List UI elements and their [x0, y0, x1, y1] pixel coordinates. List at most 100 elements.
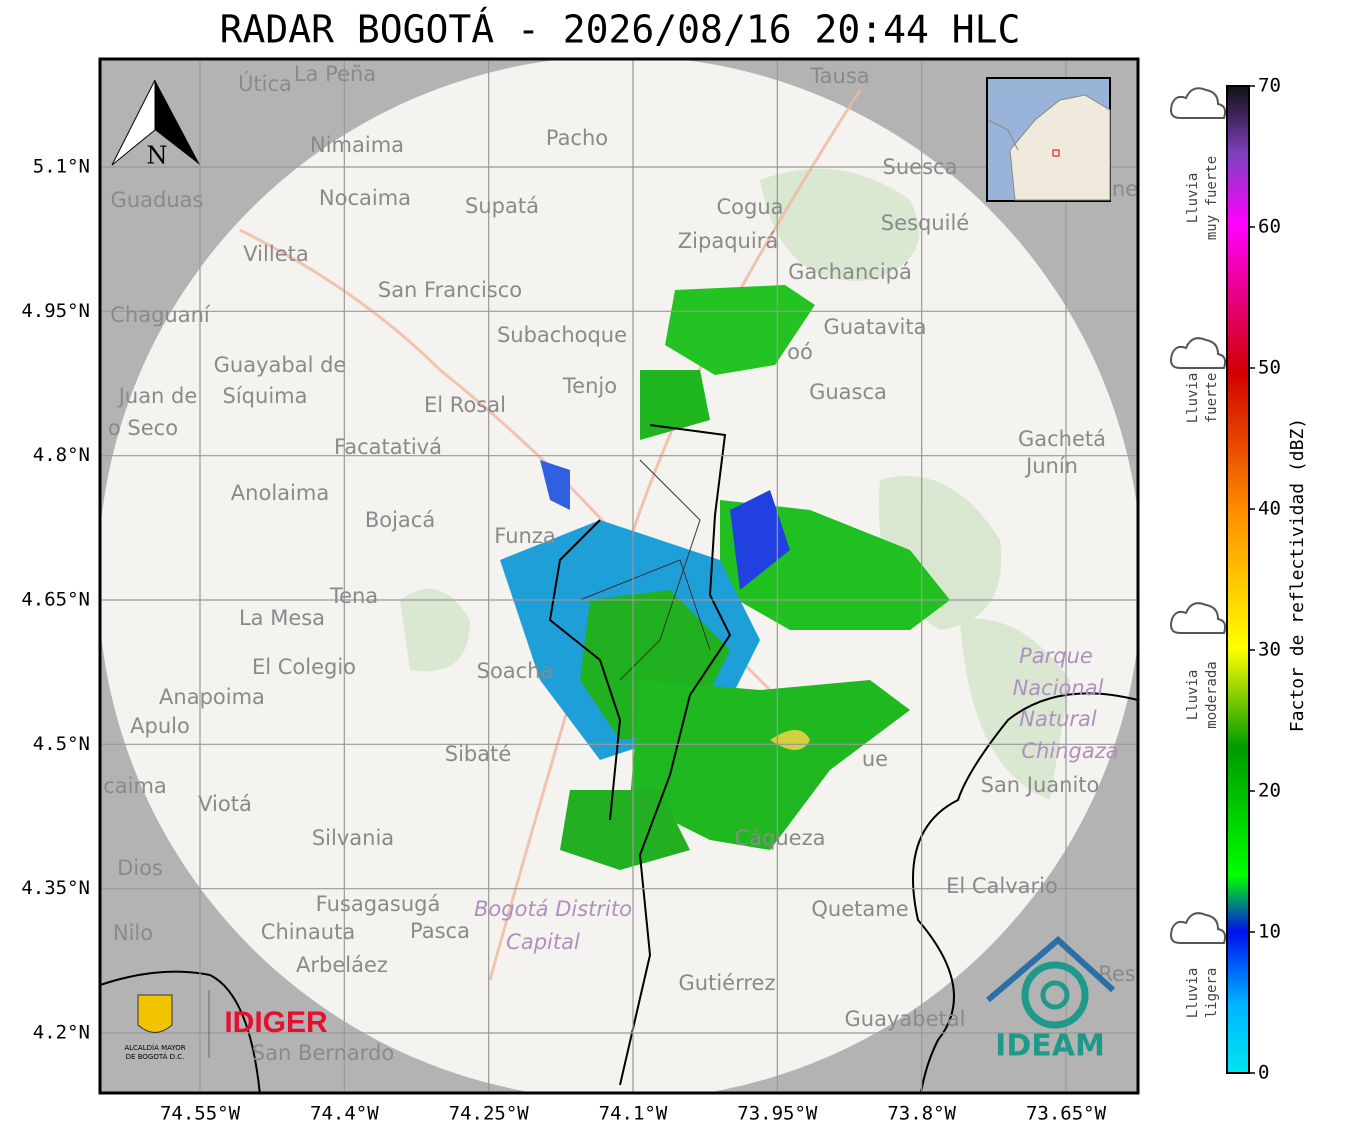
place-label: La Peña — [294, 62, 376, 86]
lon-tick-label: 74.25°W — [449, 1103, 530, 1125]
place-label: Pacho — [546, 126, 608, 150]
colorbar-tick-label: 10 — [1258, 921, 1281, 943]
rain-level-label: Lluvia — [1185, 670, 1201, 721]
colorbar-tick-label: 20 — [1258, 780, 1281, 802]
place-label: El Rosal — [424, 393, 506, 417]
vegetation — [400, 168, 1070, 800]
place-label: Capital — [506, 930, 580, 954]
place-label: ne — [1112, 177, 1138, 201]
colorbar-tick-label: 70 — [1258, 75, 1281, 97]
lat-tick-label: 4.2°N — [33, 1022, 90, 1044]
place-label: Nimaima — [310, 133, 404, 157]
lat-tick-label: 4.95°N — [21, 300, 90, 322]
place-label: Nacional — [1013, 676, 1104, 700]
place-label: Zipaquirá — [678, 229, 778, 253]
place-label: Tena — [329, 584, 378, 608]
rain-icon — [1170, 87, 1227, 119]
place-label: Anolaima — [231, 481, 329, 505]
graticule — [100, 59, 1138, 1093]
lon-tick-label: 73.95°W — [737, 1103, 818, 1125]
place-label: Guasca — [809, 380, 887, 404]
place-label: Guaduas — [111, 188, 204, 212]
lon-tick-label: 74.1°W — [599, 1103, 668, 1125]
lat-tick-label: 4.8°N — [33, 444, 90, 466]
place-label: Funza — [494, 524, 555, 548]
place-label: La Mesa — [239, 606, 325, 630]
place-label: Anapoima — [159, 685, 265, 709]
colorbar-label: Factor de reflectividad (dBZ) — [1287, 418, 1308, 732]
place-label: Viotá — [198, 792, 252, 816]
place-label: San Juanito — [981, 773, 1100, 797]
rain-level: Lluvia ligera — [1170, 912, 1227, 1019]
place-label: Síquima — [223, 384, 308, 408]
logo-text: DE BOGOTÁ D.C. — [126, 1052, 185, 1061]
inset-map — [986, 77, 1111, 202]
lat-tick-label: 5.1°N — [33, 156, 90, 178]
districts — [579, 459, 711, 681]
place-label: San Francisco — [378, 278, 522, 302]
logo-text: IDEAM — [995, 1029, 1105, 1064]
logo-ideam: IDEAM — [986, 935, 1116, 1064]
place-label: Bojacá — [365, 508, 435, 532]
place-label: Gachetá — [1018, 427, 1106, 451]
rain-icon — [1170, 602, 1227, 634]
logo-text: ALCALDÍA MAYOR — [124, 1043, 185, 1052]
lat-tick-label: 4.5°N — [33, 733, 90, 755]
rain-level-label: ligera — [1204, 968, 1220, 1019]
place-label: Soacha — [477, 659, 554, 683]
place-label: Cogua — [716, 195, 783, 219]
place-label: Supatá — [465, 194, 539, 218]
place-label: Subachoque — [497, 323, 627, 347]
place-label: Tausa — [809, 64, 869, 88]
place-label: Gutiérrez — [679, 971, 776, 995]
place-label: Cáqueza — [735, 826, 826, 850]
place-label: Quetame — [811, 897, 908, 921]
place-label: Guayabal de — [214, 353, 347, 377]
colorbar-tick-label: 0 — [1258, 1062, 1269, 1084]
colorbar-tick-label: 50 — [1258, 357, 1281, 379]
lat-tick-label: 4.35°N — [21, 877, 90, 899]
place-label: Chaguaní — [110, 303, 211, 327]
place-label: Útica — [238, 71, 292, 96]
place-label: Junín — [1024, 454, 1078, 478]
place-label: Guayabetal — [845, 1007, 966, 1031]
rain-level-label: Lluvia — [1185, 173, 1201, 224]
place-label: o Seco — [108, 416, 178, 440]
place-label: Nocaima — [319, 186, 411, 210]
place-label: Bogotá Distrito — [474, 897, 632, 921]
map-frame — [98, 57, 1140, 1095]
place-label: Parque — [1019, 644, 1093, 668]
north-arrow: N — [111, 79, 200, 170]
place-label: Villeta — [243, 242, 308, 266]
colorbar-tick-label: 60 — [1258, 216, 1281, 238]
rain-level-label: moderada — [1204, 661, 1220, 728]
place-label: Nilo — [113, 921, 153, 945]
colorbar — [1226, 85, 1250, 1074]
place-label: Chinauta — [261, 920, 355, 944]
place-label: Arbeláez — [296, 953, 388, 977]
place-label: Juan de — [117, 384, 198, 408]
place-label: Guatavita — [824, 315, 927, 339]
north-label: N — [147, 142, 168, 170]
rain-level-label: Lluvia — [1185, 373, 1201, 424]
place-label: ue — [862, 747, 888, 771]
place-label: Tenjo — [562, 374, 617, 398]
rain-level: Lluvia fuerte — [1170, 337, 1227, 424]
place-label: San Bernardo — [252, 1041, 394, 1065]
place-label: Suesca — [883, 155, 958, 179]
lon-tick-label: 73.8°W — [887, 1103, 956, 1125]
place-label: El Calvario — [946, 874, 1058, 898]
place-label: El Colegio — [252, 655, 356, 679]
rain-icon — [1170, 912, 1227, 944]
place-label: Sesquilé — [881, 211, 969, 235]
place-label: Facatativá — [334, 435, 442, 459]
place-label: Apulo — [130, 714, 190, 738]
rain-level-label: Lluvia — [1185, 968, 1201, 1019]
title: RADAR BOGOTÁ - 2026/08/16 20:44 HLC — [220, 8, 1021, 52]
logo-text: IDIGER — [224, 1006, 328, 1039]
colorbar-ticks: 0 10 20 30 40 50 60 70 — [1249, 75, 1281, 1084]
place-labels: Útica La Peña Tausa Nimaima Pacho Suesca Guadu… — [103, 62, 1138, 1065]
lon-tick-label: 74.55°W — [160, 1103, 241, 1125]
